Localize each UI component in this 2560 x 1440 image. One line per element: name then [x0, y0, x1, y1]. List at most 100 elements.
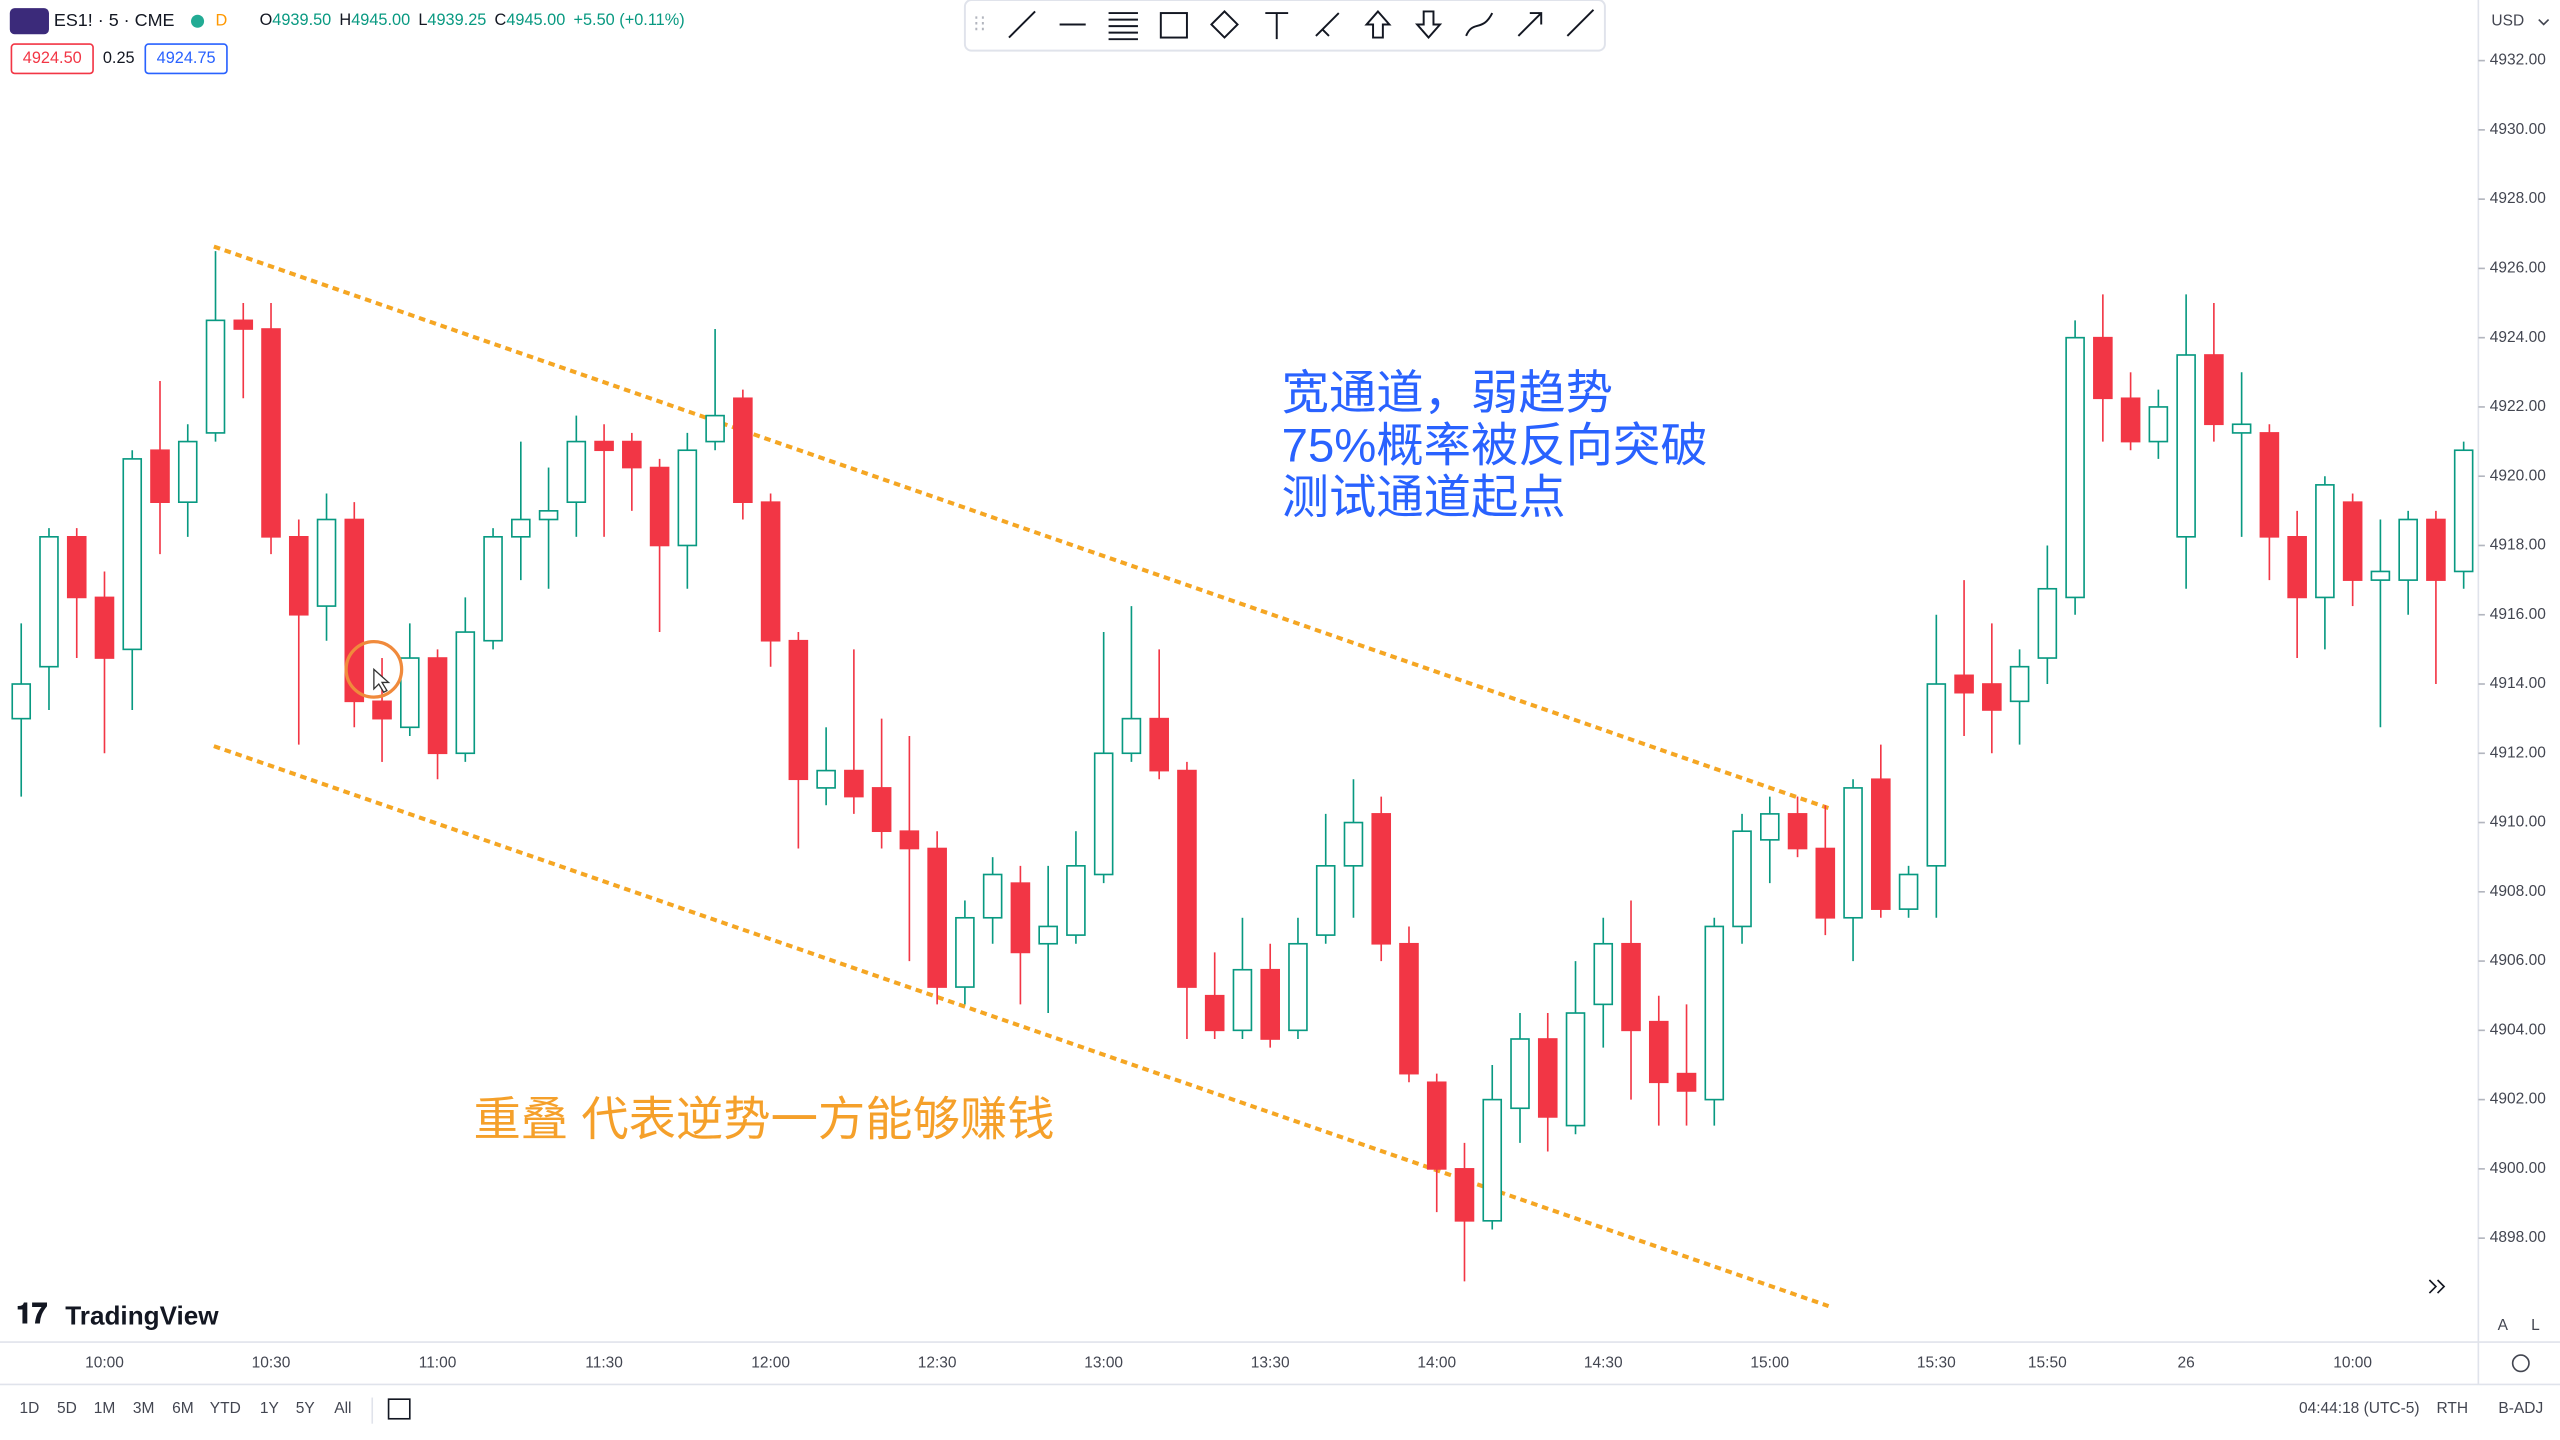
candle-body — [1565, 1012, 1586, 1127]
candle-body — [2120, 397, 2141, 443]
candle-body — [1260, 968, 1280, 1040]
candle-body — [1343, 821, 1364, 867]
x-tick-label: 11:30 — [585, 1354, 623, 1371]
tool-rect[interactable] — [1159, 12, 1188, 39]
market-status — [191, 14, 205, 28]
settings[interactable] — [2511, 1354, 2530, 1373]
candle-body — [316, 518, 337, 607]
candle-body — [2009, 665, 2030, 703]
auto-scale[interactable]: A — [2498, 1317, 2509, 1334]
tool-arrow-down[interactable] — [1414, 10, 1443, 40]
annotation: 重叠 代表逆势一方能够赚钱 — [473, 1094, 1054, 1147]
candle-body — [66, 535, 87, 599]
range-button[interactable]: 5D — [57, 1400, 77, 1417]
tool-measure[interactable] — [1315, 12, 1340, 37]
range-button[interactable]: 1M — [94, 1400, 116, 1417]
candle-body — [1149, 717, 1169, 772]
candle-body — [1871, 778, 1891, 910]
symbol-icon — [9, 8, 49, 35]
candle-body — [677, 449, 698, 547]
ohlc-legend: O4939.50 H4945.00 L4939.25 C4945.00 +5.50 (+… — [260, 12, 685, 30]
tool-text[interactable] — [1265, 12, 1289, 40]
y-tick-label: 4918.00 — [2490, 537, 2546, 554]
tool-brush[interactable] — [1566, 9, 1595, 37]
log-scale[interactable]: L — [2531, 1317, 2540, 1334]
legend-value: 4939.50 — [272, 12, 331, 30]
candle-body — [1815, 847, 1836, 919]
candle-body — [1010, 882, 1031, 954]
x-tick-label: 14:00 — [1417, 1354, 1456, 1371]
candle-body — [1760, 813, 1780, 841]
candle-body — [1510, 1038, 1530, 1110]
candle-body — [566, 440, 587, 503]
goto-date[interactable] — [387, 1398, 411, 1420]
candle-body — [94, 596, 115, 659]
candle-body — [1482, 1098, 1503, 1222]
y-tick-label: 4928.00 — [2490, 190, 2546, 207]
tool-fib[interactable] — [1108, 12, 1138, 41]
candle-body — [1898, 873, 1919, 910]
tool-arrow-up[interactable] — [1364, 9, 1392, 39]
candle-body — [261, 328, 281, 538]
range-button[interactable]: 5Y — [296, 1400, 315, 1417]
candle-body — [2037, 587, 2058, 659]
range-button[interactable]: 1D — [19, 1400, 39, 1417]
candle-body — [1787, 813, 1808, 850]
range-button[interactable]: All — [334, 1400, 351, 1417]
adjustment[interactable]: B-ADJ — [2498, 1400, 2543, 1417]
candle-body — [1093, 752, 1114, 876]
candle-body — [372, 700, 392, 720]
candle-body — [233, 319, 254, 330]
cursor — [373, 667, 391, 694]
bid-box[interactable] — [10, 43, 94, 75]
candle-body — [1704, 925, 1725, 1101]
range-button[interactable]: YTD — [210, 1400, 241, 1417]
currency-caret — [2538, 19, 2550, 26]
candle-body — [1537, 1038, 1558, 1118]
symbol[interactable]: ES1! · 5 · CME — [54, 10, 175, 30]
candle-body — [2148, 406, 2169, 443]
tool-curve[interactable] — [1465, 12, 1494, 37]
x-tick-label: 12:00 — [751, 1354, 790, 1371]
candle-body — [955, 916, 975, 988]
x-tick-label: 13:30 — [1251, 1354, 1290, 1371]
candle-body — [2204, 354, 2224, 426]
spread: 0.25 — [103, 49, 135, 67]
x-tick-label: 15:00 — [1750, 1354, 1789, 1371]
ask-box[interactable] — [144, 43, 228, 75]
candle-body — [871, 787, 892, 833]
tool-polygon[interactable] — [1210, 10, 1239, 39]
candle-body — [1399, 942, 1419, 1075]
legend-key: L — [418, 12, 427, 30]
candle-body — [2453, 449, 2474, 573]
brand-logo: 𝟏𝟕 — [16, 1298, 47, 1329]
session[interactable]: RTH — [2436, 1400, 2468, 1417]
data-status: D — [216, 12, 228, 30]
candle-body — [816, 769, 836, 789]
legend-key: H — [339, 12, 351, 30]
x-tick-label: 13:00 — [1084, 1354, 1123, 1371]
candle-body — [2231, 423, 2252, 434]
x-tick-label: 10:00 — [85, 1354, 124, 1371]
range-button[interactable]: 1Y — [260, 1400, 279, 1417]
candle-body — [2093, 336, 2113, 400]
range-button[interactable]: 3M — [133, 1400, 155, 1417]
candle-body — [1732, 830, 1752, 928]
annotation: 测试通道起点 — [1282, 472, 1566, 525]
scroll-button[interactable] — [2428, 1279, 2446, 1294]
legend-value: 4945.00 — [351, 12, 410, 30]
candle-body — [1954, 674, 1974, 694]
y-tick-label: 4922.00 — [2490, 398, 2546, 415]
tool-arrow[interactable] — [1517, 12, 1543, 37]
annotation: 75%概率被反向突破 — [1282, 419, 1708, 472]
candle-body — [538, 510, 559, 521]
currency[interactable]: USD — [2491, 12, 2524, 29]
range-bar: 1D 5D 1M 3M 6M YTD 1Y 5Y All — [19, 1400, 351, 1417]
x-tick-label: 10:30 — [252, 1354, 291, 1371]
y-tick-label: 4930.00 — [2490, 121, 2546, 138]
candle-body — [427, 657, 448, 755]
candle-body — [733, 397, 753, 503]
tool-trendline[interactable] — [1008, 10, 1036, 39]
range-button[interactable]: 6M — [172, 1400, 194, 1417]
